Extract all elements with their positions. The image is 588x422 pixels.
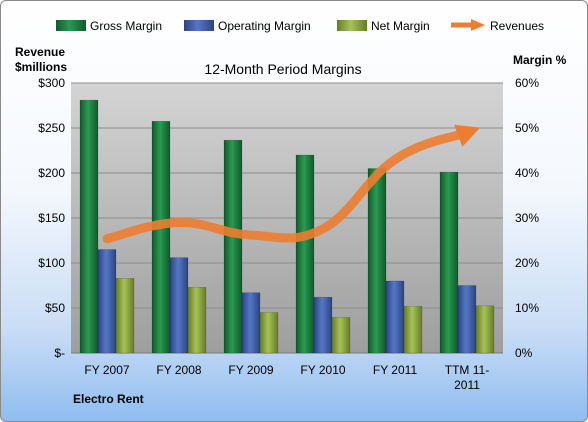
legend-label-operating-margin: Operating Margin [218,19,311,33]
legend-label-gross-margin: Gross Margin [90,19,162,33]
y-tick-left-label: $50 [45,301,65,315]
x-category-label: FY 2009 [228,363,273,377]
legend-arrow-revenues [471,19,485,31]
y-tick-left-label: $150 [38,211,65,225]
legend-label-revenues: Revenues [490,19,544,33]
bar-operating-margin [313,296,333,354]
revenue-line [102,124,481,244]
legend-label-net-margin: Net Margin [371,19,430,33]
y-tick-left-label: $- [54,346,65,360]
legend-swatch-net-margin [337,20,367,31]
bar-net-margin [331,317,351,354]
bars [79,99,495,354]
bar-gross-margin [367,168,387,354]
x-category-label: FY 2007 [84,363,129,377]
y-tick-right-label: 60% [515,76,539,90]
y-tick-right-label: 30% [515,211,539,225]
y-tick-right-label: 20% [515,256,539,270]
legend-item-gross-margin: Gross Margin [56,19,162,33]
bar-net-margin [403,305,423,354]
legend-item-revenues: Revenues [451,19,544,33]
x-category-label: FY 2008 [156,363,201,377]
legend-item-operating-margin: Operating Margin [184,19,311,33]
bar-gross-margin [223,139,243,354]
bar-operating-margin [169,257,189,354]
revenue-line-path [102,124,481,244]
legend-swatch-gross-margin [56,20,86,31]
y-tick-right-label: 40% [515,166,539,180]
y-tick-right-label: 0% [515,346,533,360]
legend-item-net-margin: Net Margin [337,19,430,33]
y-tick-right-label: 10% [515,301,539,315]
x-category-label: FY 2010 [300,363,345,377]
legend: Gross Margin Operating Margin Net Margin… [56,19,544,33]
chart-title: 12-Month Period Margins [204,61,361,77]
y-tick-left-label: $300 [38,76,65,90]
gridlines [71,82,503,354]
y-axis-left-ticks: $- $50 $100 $150 $200 $250 $300 [38,76,65,360]
y-axis-right-ticks: 0% 10% 20% 30% 40% 50% 60% [515,76,539,360]
y-tick-right-label: 50% [515,121,539,135]
bar-net-margin [187,287,207,354]
legend-swatch-operating-margin [184,20,214,31]
bar-gross-margin [79,99,99,354]
bar-net-margin [115,278,135,354]
bar-gross-margin [151,121,171,354]
y-tick-left-label: $100 [38,256,65,270]
bar-operating-margin [457,285,477,354]
bar-gross-margin [439,171,459,354]
y-axis-left-title-line-1: Revenue [15,45,65,59]
x-category-label: FY 2011 [373,363,418,377]
bar-operating-margin [385,280,405,354]
bar-operating-margin [97,249,117,354]
y-axis-left-title-line-2: $millions [15,60,67,74]
bar-net-margin [259,312,279,354]
bar-gross-margin [295,154,315,354]
x-category-label: TTM 11- [445,363,489,377]
bar-operating-margin [241,292,261,354]
x-category-label: 2011 [454,378,480,392]
company-label: Electro Rent [73,392,144,406]
y-axis-right-title: Margin % [513,53,567,67]
y-tick-left-label: $200 [38,166,65,180]
x-axis-categories: FY 2007 FY 2008 FY 2009 FY 2010 FY 2011 TTM 1… [84,363,489,392]
y-tick-left-label: $250 [38,121,65,135]
bar-net-margin [475,305,495,354]
